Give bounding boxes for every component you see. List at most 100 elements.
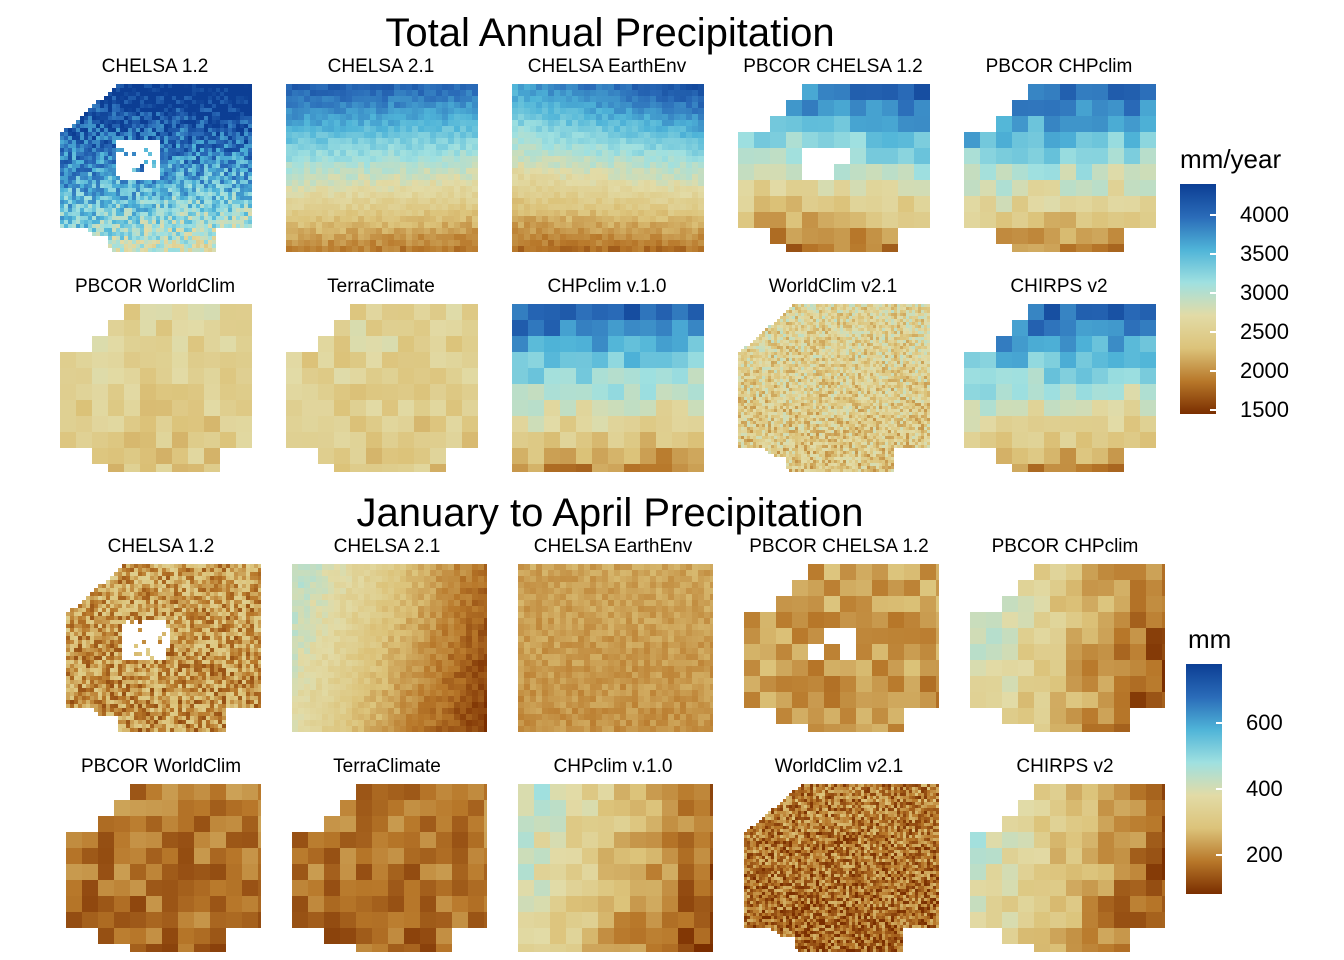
raster-cell (786, 319, 789, 322)
raster-cell (96, 116, 100, 120)
raster-cell (804, 310, 807, 313)
raster-cell (807, 316, 810, 319)
raster-cell (825, 334, 828, 337)
raster-cell (792, 325, 795, 328)
raster-cell (650, 192, 656, 198)
raster-map (512, 84, 704, 252)
raster-cell (891, 319, 894, 322)
raster-cell (216, 120, 220, 124)
raster-cell (624, 304, 640, 320)
raster-cell (400, 132, 406, 138)
raster-cell (454, 132, 460, 138)
raster-cell (460, 168, 466, 174)
raster-cell (108, 416, 124, 432)
raster-cell (882, 340, 885, 343)
raster-cell (756, 340, 759, 343)
raster-cell (837, 316, 840, 319)
raster-cell (124, 96, 128, 100)
raster-cell (584, 186, 590, 192)
raster-cell (964, 196, 980, 212)
raster-cell (196, 84, 200, 88)
raster-cell (112, 196, 116, 200)
raster-cell (204, 448, 220, 464)
raster-cell (236, 384, 252, 400)
raster-cell (204, 144, 208, 148)
raster-cell (662, 180, 668, 186)
raster-cell (192, 176, 196, 180)
raster-cell (188, 160, 192, 164)
raster-cell (60, 164, 64, 168)
raster-cell (228, 188, 232, 192)
raster-cell (536, 162, 542, 168)
raster-cell (366, 384, 382, 400)
raster-cell (831, 349, 834, 352)
raster-cell (92, 164, 96, 168)
raster-cell (168, 176, 172, 180)
raster-cell (626, 222, 632, 228)
raster-cell (656, 210, 662, 216)
raster-cell (536, 168, 542, 174)
raster-cell (248, 220, 252, 224)
raster-cell (774, 346, 777, 349)
raster-cell (172, 164, 176, 168)
raster-cell (104, 140, 108, 144)
raster-cell (224, 212, 228, 216)
raster-cell (876, 340, 879, 343)
raster-cell (406, 102, 412, 108)
raster-cell (900, 343, 903, 346)
raster-cell (124, 320, 140, 336)
raster-cell (248, 156, 252, 160)
raster-cell (566, 234, 572, 240)
raster-cell (322, 246, 328, 252)
raster-cell (80, 176, 84, 180)
raster-cell (412, 228, 418, 234)
raster-cell (164, 224, 168, 228)
raster-cell (759, 346, 762, 349)
raster-cell (322, 240, 328, 246)
raster-cell (192, 100, 196, 104)
raster-cell (436, 150, 442, 156)
raster-cell (528, 432, 544, 448)
raster-cell (68, 184, 72, 188)
raster-cell (528, 384, 544, 400)
raster-cell (112, 108, 116, 112)
raster-cell (148, 104, 152, 108)
raster-cell (846, 307, 849, 310)
raster-cell (692, 90, 698, 96)
raster-cell (116, 128, 120, 132)
raster-cell (914, 180, 930, 196)
raster-cell (350, 336, 366, 352)
raster-cell (1140, 164, 1156, 180)
raster-cell (882, 100, 898, 116)
raster-cell (903, 328, 906, 331)
raster-cell (692, 138, 698, 144)
raster-cell (777, 328, 780, 331)
raster-cell (184, 88, 188, 92)
raster-cell (771, 328, 774, 331)
raster-cell (837, 313, 840, 316)
raster-cell (834, 304, 837, 307)
raster-cell (590, 186, 596, 192)
raster-cell (188, 136, 192, 140)
raster-cell (196, 164, 200, 168)
raster-cell (152, 104, 156, 108)
raster-cell (176, 136, 180, 140)
raster-cell (328, 150, 334, 156)
raster-cell (164, 124, 168, 128)
raster-cell (424, 180, 430, 186)
raster-cell (132, 180, 136, 184)
raster-cell (436, 126, 442, 132)
raster-cell (801, 322, 804, 325)
raster-cell (672, 416, 688, 432)
raster-cell (590, 108, 596, 114)
raster-cell (596, 84, 602, 90)
raster-cell (240, 108, 244, 112)
raster-cell (388, 234, 394, 240)
raster-cell (590, 222, 596, 228)
raster-cell (184, 124, 188, 128)
raster-cell (304, 228, 310, 234)
raster-cell (448, 96, 454, 102)
raster-cell (184, 212, 188, 216)
raster-map (964, 84, 1156, 260)
raster-cell (810, 334, 813, 337)
